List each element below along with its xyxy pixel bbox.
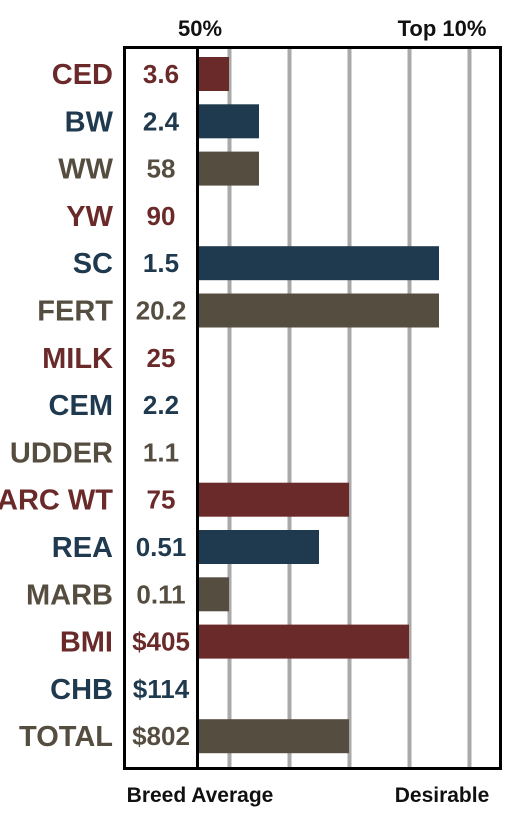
- value-label: 0.51: [136, 532, 187, 562]
- trait-label: MILK: [42, 343, 113, 375]
- plot-frame: [123, 46, 502, 770]
- bar-sc: [199, 246, 439, 281]
- bottom-label-breed-average: Breed Average: [127, 784, 274, 807]
- bar-ww: [199, 151, 259, 186]
- top-label-top10: Top 10%: [398, 16, 487, 41]
- value-label: 2.4: [143, 106, 180, 136]
- bar-total: [199, 719, 349, 754]
- trait-label: CED: [52, 59, 113, 91]
- bar-ced: [199, 57, 229, 91]
- trait-label: WW: [58, 154, 113, 186]
- bar-marb: [199, 577, 229, 612]
- value-label: 3.6: [143, 59, 179, 89]
- trait-label: MARB: [26, 579, 113, 611]
- bar-bw: [199, 104, 259, 139]
- value-label: 2.2: [143, 390, 179, 420]
- bottom-label-desirable: Desirable: [395, 784, 490, 807]
- trait-label: CHB: [50, 674, 113, 706]
- bars: [199, 57, 439, 754]
- value-label: 25: [147, 343, 176, 373]
- value-label: $405: [132, 627, 190, 657]
- trait-label: TOTAL: [19, 721, 113, 753]
- trait-label: BW: [65, 106, 114, 138]
- value-labels: 3.6 2.4 58 90 1.5 20.2 25 2.2 1.1 75 0.51 0.11 $405 $…: [132, 59, 190, 751]
- value-label: 75: [147, 485, 176, 515]
- value-label: 90: [147, 201, 176, 231]
- trait-label: BMI: [60, 627, 113, 659]
- value-label: $802: [132, 721, 190, 751]
- value-label: 1.5: [143, 248, 179, 278]
- trait-label: FERT: [37, 296, 113, 328]
- trait-label: UDDER: [10, 437, 113, 469]
- trait-labels: CED BW WW YW SC FERT MILK CEM UDDER CARC WT REA MAR…: [0, 59, 114, 753]
- trait-label: SC: [73, 248, 113, 280]
- trait-label: CARC WT: [0, 485, 113, 517]
- bar-fert: [199, 293, 439, 328]
- value-label: 58: [147, 154, 176, 184]
- bar-rea: [199, 530, 319, 564]
- bar-bmi: [199, 624, 409, 659]
- value-label: $114: [133, 674, 190, 704]
- trait-label: REA: [52, 532, 113, 564]
- trait-label: YW: [66, 201, 113, 233]
- value-label: 0.11: [136, 579, 185, 609]
- value-label: 1.1: [143, 437, 179, 467]
- top-label-50: 50%: [178, 16, 222, 41]
- value-label: 20.2: [136, 296, 187, 326]
- bar-carc-wt: [199, 482, 349, 517]
- trait-label: CEM: [49, 390, 113, 422]
- gridlines: [227, 49, 472, 767]
